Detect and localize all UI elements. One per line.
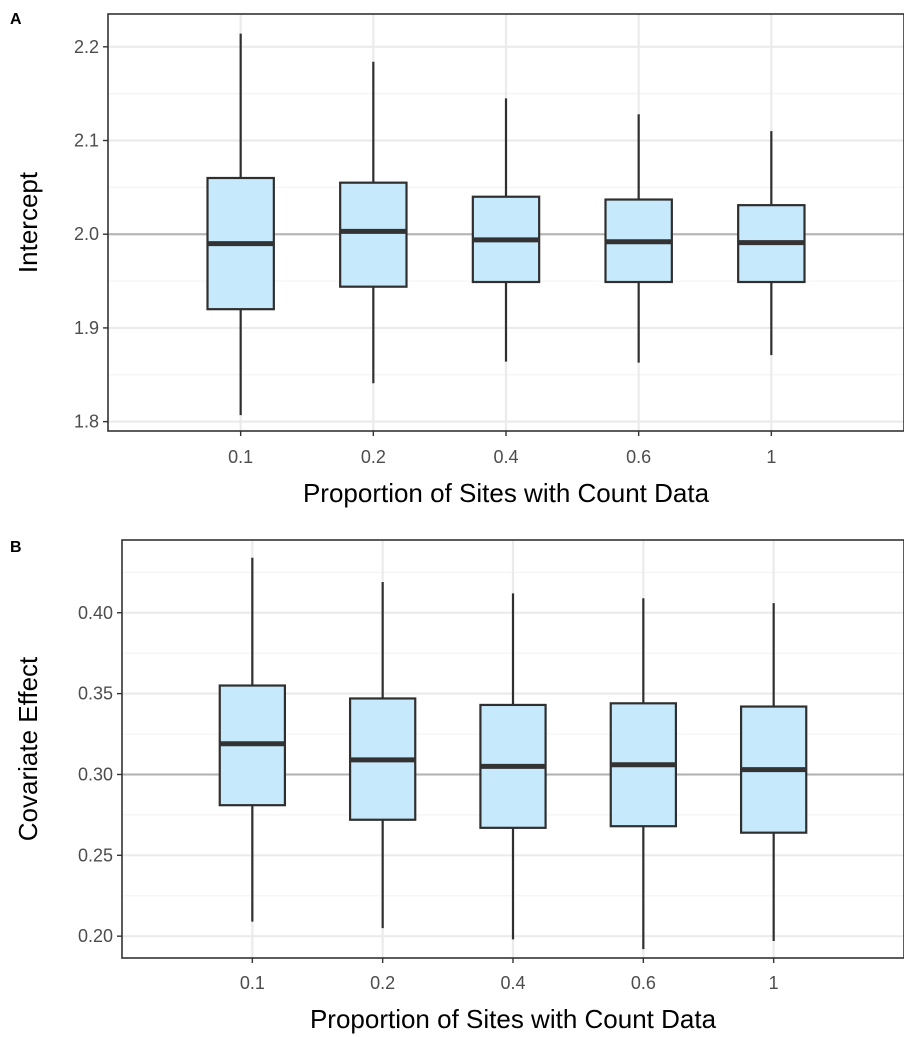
x-tick-label: 0.6 [631, 973, 656, 993]
boxplot-0.2 [348, 582, 417, 929]
panel-b-covariate-effect: 0.20 0.25 0.30 0.35 0.40 0.1 0.2 0.4 0.6 1 Proport… [10, 539, 904, 1034]
y-tick-label: 0.35 [78, 684, 113, 704]
y-axis-title: Intercept [13, 171, 43, 273]
y-tick-label: 2.0 [74, 224, 99, 244]
boxplot-1 [739, 603, 808, 942]
y-tick-label: 0.25 [78, 845, 113, 865]
y-tick-label: 0.20 [78, 926, 113, 946]
y-tick-label: 2.1 [74, 131, 99, 151]
x-axis-title: Proportion of Sites with Count Data [310, 1004, 717, 1034]
y-tick-label: 1.9 [74, 318, 99, 338]
boxplot-0.1 [206, 33, 275, 416]
box-iqr [339, 181, 408, 288]
boxplot-1 [737, 131, 806, 356]
boxplot-0.6 [604, 114, 673, 363]
y-tick-label: 1.8 [74, 412, 99, 432]
panel-tag: A [10, 11, 22, 28]
boxplot-0.1 [218, 557, 287, 922]
y-axis-title: Covariate Effect [13, 656, 43, 841]
x-tick-label: 0.2 [370, 973, 395, 993]
boxplot-0.2 [339, 61, 408, 384]
y-tick-label: 0.30 [78, 764, 113, 784]
panel-a-intercept: 1.8 1.9 2.0 2.1 2.2 0.1 0.2 0.4 0.6 1 Proportion o… [10, 11, 904, 508]
boxplot-0.4 [471, 98, 541, 362]
x-tick-label: 0.1 [240, 973, 265, 993]
x-tick-label: 0.1 [228, 447, 253, 467]
x-axis-title: Proportion of Sites with Count Data [303, 478, 710, 508]
x-tick-label: 0.4 [500, 973, 525, 993]
boxplot-0.4 [479, 593, 547, 940]
x-tick-label: 1 [769, 973, 779, 993]
x-tick-label: 0.6 [626, 447, 651, 467]
boxplot-0.6 [609, 598, 678, 950]
x-tick-label: 0.2 [361, 447, 386, 467]
panel-tag: B [10, 539, 22, 556]
x-tick-label: 0.4 [493, 447, 518, 467]
y-tick-label: 2.2 [74, 37, 99, 57]
y-tick-label: 0.40 [78, 603, 113, 623]
x-tick-label: 1 [766, 447, 776, 467]
